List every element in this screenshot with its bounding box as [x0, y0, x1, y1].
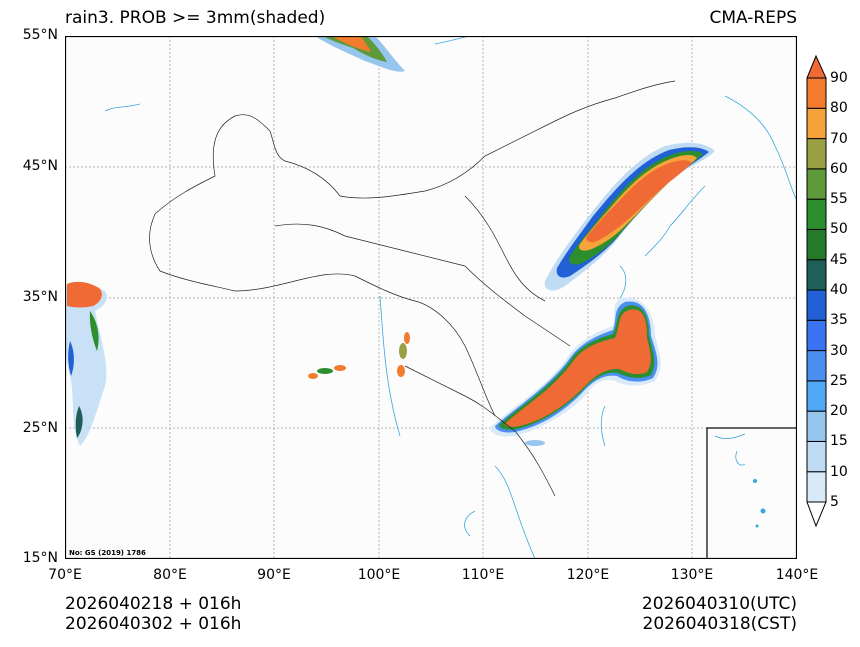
y-tick-15n: 15°N: [22, 550, 58, 566]
borders: [149, 80, 676, 497]
init-time-line2: 2026040302 + 016h: [65, 614, 242, 634]
colorbar-tick-label: 90: [830, 70, 848, 86]
valid-time-utc: 2026040310(UTC): [641, 594, 797, 614]
colorbar-tick-label: 35: [830, 312, 848, 329]
colorbar-band: [806, 198, 827, 230]
x-tick-140e: 140°E: [775, 567, 819, 583]
colorbar-band: [806, 471, 827, 503]
valid-time-cst: 2026040318(CST): [642, 614, 797, 634]
colorbar-tick-label: 45: [830, 251, 848, 268]
chart-title: rain3. PROB >= 3mm(shaded): [65, 8, 326, 28]
shade-northeast-china: [544, 142, 715, 291]
colorbar-tick-label: 30: [830, 342, 848, 359]
colorbar-band: [806, 380, 827, 412]
valid-time-block: 2026040310(UTC) 2026040318(CST): [642, 594, 797, 634]
colorbar-tick-label: 5: [830, 494, 839, 510]
x-tick-80e: 80°E: [153, 567, 187, 583]
colorbar-tick-label: 70: [830, 130, 848, 147]
colorbar-band: [806, 228, 827, 261]
colorbar-band: [806, 77, 827, 109]
y-tick-25n: 25°N: [22, 420, 58, 436]
colorbar-band: [806, 259, 827, 291]
colorbar-tick-label: 55: [830, 191, 848, 208]
shade-scattered-cells: [308, 332, 545, 446]
y-tick-45n: 45°N: [22, 158, 58, 174]
colorbar-band: [806, 168, 827, 200]
gridlines: [65, 36, 797, 559]
colorbar: [806, 54, 827, 528]
inset-south-china-sea: [706, 427, 797, 559]
colorbar-band: [806, 440, 827, 473]
colorbar-tick-label: 60: [830, 160, 848, 177]
colorbar-band: [806, 319, 827, 352]
init-time-block: 2026040218 + 016h 2026040302 + 016h: [65, 594, 241, 634]
x-tick-90e: 90°E: [257, 567, 291, 583]
colorbar-tick-label: 25: [830, 372, 848, 389]
x-tick-70e: 70°E: [48, 567, 82, 583]
x-tick-100e: 100°E: [357, 567, 401, 583]
colorbar-tick-label: 10: [830, 463, 848, 480]
y-tick-55n: 55°N: [22, 27, 58, 43]
shade-east-china: [490, 297, 661, 437]
x-tick-130e: 130°E: [670, 567, 714, 583]
y-tick-35n: 35°N: [22, 289, 58, 305]
init-time-line1: 2026040218 + 016h: [65, 594, 242, 614]
model-name: CMA-REPS: [709, 8, 797, 28]
colorbar-band: [806, 410, 827, 442]
colorbar-tick-label: 15: [830, 433, 848, 450]
probability-map: No: GS (2019) 1786: [65, 36, 797, 559]
colorbar-band: [806, 138, 827, 170]
colorbar-band: [806, 289, 827, 321]
x-tick-110e: 110°E: [461, 567, 505, 583]
colorbar-band: [806, 350, 827, 382]
colorbar-tick-label: 80: [830, 100, 848, 117]
colorbar-tick-label: 20: [830, 403, 848, 420]
colorbar-tick-label: 50: [830, 221, 848, 238]
shade-west-edge: [65, 281, 107, 446]
shade-north-mongolia: [315, 36, 405, 72]
map-approval-number: No: GS (2019) 1786: [69, 549, 146, 557]
colorbar-tick-label: 40: [830, 282, 848, 298]
colorbar-band: [806, 107, 827, 140]
x-tick-120e: 120°E: [566, 567, 610, 583]
